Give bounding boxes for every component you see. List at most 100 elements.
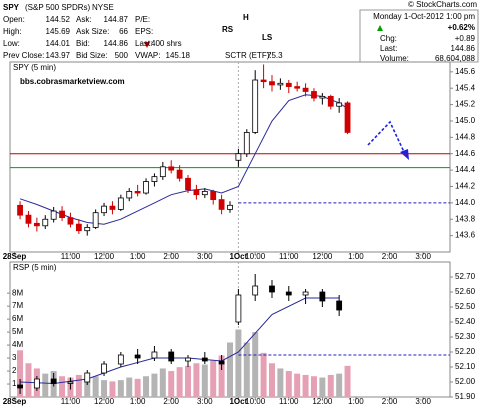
volume-bar xyxy=(92,376,99,397)
x-tick-label: 3:00 xyxy=(197,252,213,261)
volume-bar xyxy=(84,378,91,397)
symbol-name: (S&P 500 SPDRs) xyxy=(25,3,91,12)
candle-body xyxy=(336,102,343,107)
volume-bar xyxy=(117,380,124,397)
volume-bar xyxy=(252,332,259,397)
field-value: 145.18 xyxy=(166,51,191,60)
field-label: EPS: xyxy=(135,27,153,36)
candle-body xyxy=(185,357,191,362)
candle-body xyxy=(126,190,133,199)
candle-body xyxy=(159,166,166,178)
candle-body xyxy=(285,291,292,296)
y-tick-label: 52.60 xyxy=(455,287,476,296)
candle-body xyxy=(33,222,40,227)
candle-body xyxy=(235,294,242,323)
candle-body xyxy=(134,190,141,194)
y-tick-label: 144.0 xyxy=(455,198,476,207)
volume-bar xyxy=(143,376,150,397)
x-tick-label: 11:00 xyxy=(61,397,81,406)
x-tick-label: 1:00 xyxy=(130,252,146,261)
volume-bar xyxy=(336,373,343,397)
volume-bar xyxy=(75,374,82,397)
y-tick-label: 144.4 xyxy=(455,165,476,174)
plot: SPY (5 min) 28Sep 11:00 12:00 1:00 2:00 3:00 1O… xyxy=(3,61,476,406)
copyright: © StockCharts.com xyxy=(408,0,477,9)
x-tick-label: 3:00 xyxy=(415,397,431,406)
volume-bar xyxy=(319,377,326,397)
candle-body xyxy=(193,189,200,196)
field-value: 500 xyxy=(115,51,129,60)
field-value: 144.86 xyxy=(104,39,129,48)
field-label: Chg: xyxy=(380,34,397,43)
candle-body xyxy=(176,169,183,179)
candle-body xyxy=(84,227,91,232)
field-value: 143.97 xyxy=(46,51,71,60)
pattern-annotation: LS xyxy=(262,33,273,42)
candle-body xyxy=(227,204,233,210)
candle-body xyxy=(50,210,57,220)
candle-body xyxy=(42,218,49,227)
candle-body xyxy=(311,91,317,99)
field-label: Last: xyxy=(135,39,152,48)
candle-body xyxy=(201,357,208,362)
symbol: SPY xyxy=(3,3,20,12)
field-value: 400 shrs xyxy=(151,39,182,48)
volume-bar xyxy=(235,329,242,397)
volume-bar xyxy=(134,378,141,397)
candle-body xyxy=(151,351,158,359)
candle-body xyxy=(218,360,225,365)
projection-arrowhead xyxy=(400,149,409,160)
y-tick-label: 144.2 xyxy=(455,182,476,191)
up-arrow-icon xyxy=(377,25,383,31)
field-value: 144.52 xyxy=(46,15,71,24)
candle-body xyxy=(17,384,23,389)
x-tick-label: 10:00 xyxy=(245,252,266,261)
candle-body xyxy=(336,300,343,311)
volume-bar xyxy=(17,350,24,397)
volume-bar xyxy=(227,342,233,397)
candle-body xyxy=(92,212,99,228)
x-tick-label: 1:00 xyxy=(348,252,364,261)
x-tick-label: 11:00 xyxy=(279,252,299,261)
candle-body xyxy=(168,166,175,171)
volume-bar xyxy=(193,363,200,397)
field-value: 68,604,088 xyxy=(435,54,476,63)
candle-body xyxy=(294,86,301,89)
x-tick-label: 12:00 xyxy=(94,252,115,261)
candle-body xyxy=(327,95,334,107)
panel-title: SPY (5 min) xyxy=(13,63,56,72)
field-value: 66 xyxy=(119,27,128,36)
x-tick-label: 10:00 xyxy=(245,397,266,406)
candle-body xyxy=(25,214,32,224)
down-arrow-icon xyxy=(144,42,150,48)
y-tick-label: 52.40 xyxy=(455,317,476,326)
y2-tick-label: 6M xyxy=(12,314,23,323)
candle-body xyxy=(17,204,23,216)
sctr-label: SCTR (ETF): xyxy=(225,51,272,60)
field-label: Last: xyxy=(380,44,397,53)
field-value: +0.89 xyxy=(455,34,476,43)
candle-body xyxy=(252,285,259,296)
candle-body xyxy=(117,354,124,365)
panel-frame xyxy=(9,61,451,253)
volume-bar xyxy=(243,342,250,397)
x-tick-label: 3:00 xyxy=(197,397,213,406)
y2-tick-label: 5M xyxy=(12,327,23,336)
y2-tick-label: 4M xyxy=(12,340,23,349)
field-value: 144.86 xyxy=(451,44,476,53)
candle-body xyxy=(117,197,124,210)
volume-bar xyxy=(344,365,351,397)
candle-body xyxy=(319,95,326,99)
field-label: Ask Size: xyxy=(76,27,109,36)
x-tick-label: 2:00 xyxy=(382,252,398,261)
x-tick-label: 2:00 xyxy=(382,397,398,406)
candle-body xyxy=(33,378,40,389)
x-tick-label: 1:00 xyxy=(348,397,364,406)
x-tick-label: 12:00 xyxy=(312,252,333,261)
volume-bar xyxy=(327,374,334,397)
sctr-value: 75.3 xyxy=(267,51,283,60)
y-tick-label: 143.8 xyxy=(455,214,476,223)
change-pct: +0.62% xyxy=(448,23,475,32)
candle-body xyxy=(101,205,107,214)
